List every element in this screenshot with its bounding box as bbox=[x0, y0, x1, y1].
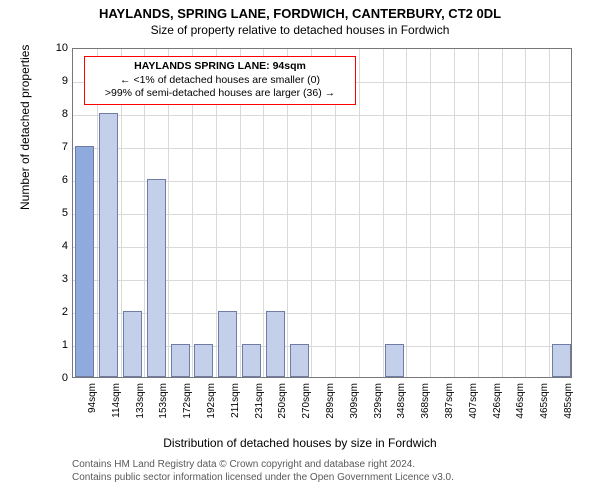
gridline-v bbox=[406, 49, 407, 377]
x-tick-label: 485sqm bbox=[563, 383, 574, 433]
bar bbox=[385, 344, 404, 377]
footer-credits: Contains HM Land Registry data © Crown c… bbox=[72, 458, 454, 484]
bar bbox=[266, 311, 285, 377]
x-tick-label: 270sqm bbox=[301, 383, 312, 433]
y-tick-label: 8 bbox=[52, 108, 68, 120]
y-tick-label: 3 bbox=[52, 273, 68, 285]
gridline-v bbox=[454, 49, 455, 377]
bar bbox=[290, 344, 309, 377]
footer-line2: Contains public sector information licen… bbox=[72, 471, 454, 484]
annotation-line2: ← <1% of detached houses are smaller (0) bbox=[91, 74, 349, 88]
y-tick-label: 4 bbox=[52, 240, 68, 252]
x-tick-label: 329sqm bbox=[373, 383, 384, 433]
y-tick-label: 5 bbox=[52, 207, 68, 219]
bar bbox=[218, 311, 237, 377]
x-tick-label: 289sqm bbox=[325, 383, 336, 433]
bar bbox=[99, 113, 118, 377]
x-tick-label: 172sqm bbox=[182, 383, 193, 433]
x-tick-label: 192sqm bbox=[206, 383, 217, 433]
x-tick-label: 114sqm bbox=[111, 383, 122, 433]
bar bbox=[123, 311, 142, 377]
bar bbox=[194, 344, 213, 377]
x-axis-label: Distribution of detached houses by size … bbox=[0, 436, 600, 450]
y-tick-label: 10 bbox=[52, 42, 68, 54]
chart-container: HAYLANDS, SPRING LANE, FORDWICH, CANTERB… bbox=[0, 0, 600, 500]
footer-line1: Contains HM Land Registry data © Crown c… bbox=[72, 458, 454, 471]
x-tick-label: 368sqm bbox=[420, 383, 431, 433]
x-tick-label: 309sqm bbox=[349, 383, 360, 433]
y-tick-label: 7 bbox=[52, 141, 68, 153]
annotation-box: HAYLANDS SPRING LANE: 94sqm ← <1% of det… bbox=[84, 56, 356, 105]
bar bbox=[242, 344, 261, 377]
x-tick-label: 231sqm bbox=[254, 383, 265, 433]
gridline-v bbox=[502, 49, 503, 377]
x-tick-label: 446sqm bbox=[515, 383, 526, 433]
x-tick-label: 94sqm bbox=[87, 383, 98, 433]
y-axis-label: Number of detached properties bbox=[18, 45, 32, 210]
annotation-line3: >99% of semi-detached houses are larger … bbox=[91, 87, 349, 101]
page-subtitle: Size of property relative to detached ho… bbox=[0, 21, 600, 37]
x-tick-label: 465sqm bbox=[539, 383, 550, 433]
gridline-h bbox=[73, 148, 571, 149]
annotation-line1: HAYLANDS SPRING LANE: 94sqm bbox=[91, 60, 349, 74]
bar bbox=[552, 344, 571, 377]
gridline-v bbox=[430, 49, 431, 377]
x-tick-label: 211sqm bbox=[230, 383, 241, 433]
x-tick-label: 387sqm bbox=[444, 383, 455, 433]
gridline-h bbox=[73, 115, 571, 116]
gridline-v bbox=[525, 49, 526, 377]
y-tick-label: 9 bbox=[52, 75, 68, 87]
x-tick-label: 133sqm bbox=[135, 383, 146, 433]
page-title: HAYLANDS, SPRING LANE, FORDWICH, CANTERB… bbox=[0, 0, 600, 21]
bar bbox=[147, 179, 166, 377]
bar bbox=[171, 344, 190, 377]
x-tick-label: 153sqm bbox=[158, 383, 169, 433]
y-tick-label: 0 bbox=[52, 372, 68, 384]
y-tick-label: 1 bbox=[52, 339, 68, 351]
x-tick-label: 250sqm bbox=[277, 383, 288, 433]
gridline-v bbox=[549, 49, 550, 377]
gridline-v bbox=[478, 49, 479, 377]
y-tick-label: 2 bbox=[52, 306, 68, 318]
y-tick-label: 6 bbox=[52, 174, 68, 186]
x-tick-label: 426sqm bbox=[492, 383, 503, 433]
x-tick-label: 407sqm bbox=[468, 383, 479, 433]
gridline-v bbox=[383, 49, 384, 377]
gridline-v bbox=[359, 49, 360, 377]
x-tick-label: 348sqm bbox=[396, 383, 407, 433]
bar bbox=[75, 146, 94, 377]
